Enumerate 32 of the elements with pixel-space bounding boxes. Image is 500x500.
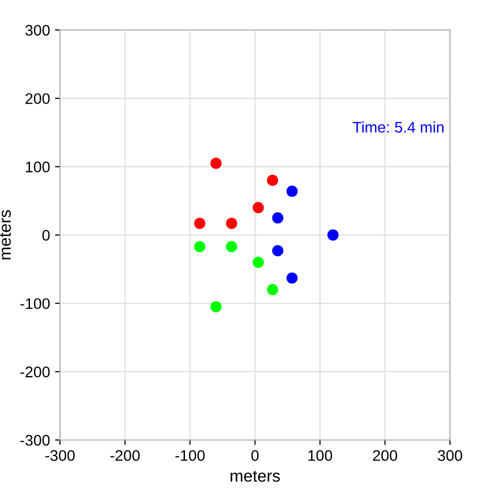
x-tick-label: 200 — [373, 450, 398, 461]
point — [286, 186, 298, 197]
y-tick-label: 100 — [26, 162, 50, 172]
point — [286, 272, 298, 284]
y-tick-label: -300 — [20, 434, 50, 446]
y-tick-label: 0 — [42, 230, 50, 241]
y-tick-label: -200 — [20, 366, 50, 378]
point — [210, 301, 222, 312]
y-tick-label: -100 — [20, 298, 50, 310]
point — [252, 202, 264, 214]
point — [226, 218, 238, 229]
x-tick-label: 0 — [251, 450, 259, 461]
point — [266, 284, 278, 296]
x-tick-label: 300 — [438, 450, 462, 461]
y-axis-title: meters — [0, 210, 11, 260]
x-axis-title: meters — [230, 470, 280, 482]
annotation: Time: 5.4 min — [352, 121, 444, 133]
point — [327, 229, 339, 241]
point — [194, 218, 206, 229]
point — [210, 158, 222, 169]
point — [272, 212, 284, 224]
point — [266, 174, 278, 186]
y-tick-label: 300 — [25, 24, 50, 36]
x-tick-label: -300 — [45, 450, 75, 461]
point — [252, 256, 264, 268]
point — [194, 241, 206, 252]
x-tick-label: 100 — [308, 450, 332, 461]
x-tick-label: -100 — [175, 450, 205, 461]
x-tick-label: -200 — [110, 450, 140, 461]
point — [272, 245, 284, 256]
y-tick-label: 200 — [26, 93, 50, 104]
point — [226, 241, 238, 252]
